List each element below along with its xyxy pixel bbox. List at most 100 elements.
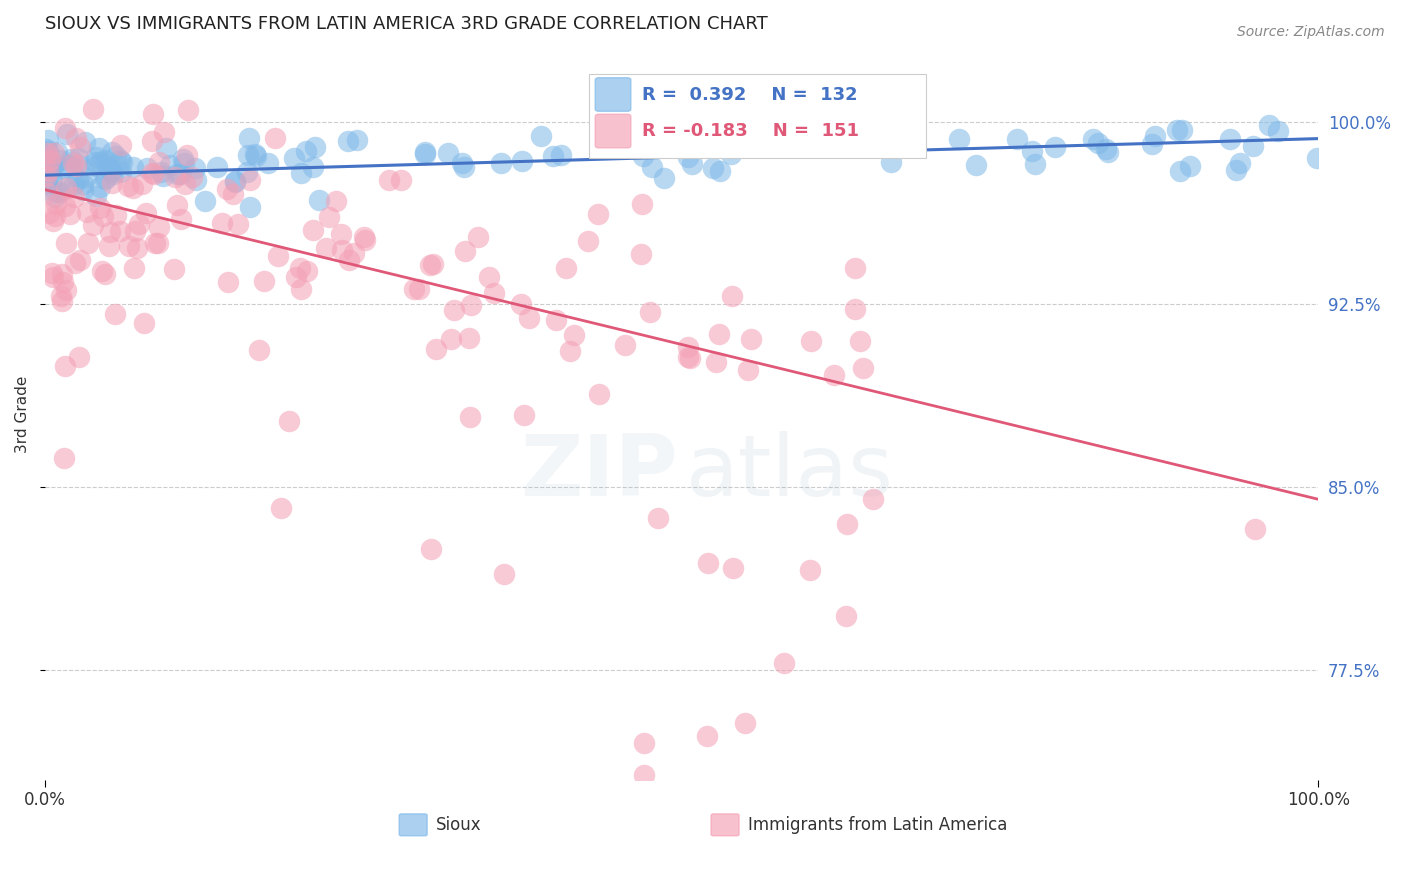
Point <box>239 200 262 214</box>
Point <box>676 350 699 364</box>
Point <box>853 132 876 146</box>
Point <box>257 155 280 169</box>
Point <box>110 138 132 153</box>
Point <box>148 219 170 234</box>
Point <box>125 241 148 255</box>
Point <box>1219 131 1241 145</box>
Point <box>82 103 104 117</box>
Point <box>101 167 124 181</box>
Point <box>35 176 58 190</box>
Point <box>1225 163 1247 178</box>
Point <box>49 186 72 200</box>
Text: atlas: atlas <box>686 431 894 514</box>
Point <box>37 186 59 201</box>
Point <box>315 241 337 255</box>
Point <box>172 152 194 166</box>
Point <box>135 206 157 220</box>
Point <box>69 253 91 268</box>
Point <box>98 225 121 239</box>
Point <box>408 282 430 296</box>
Text: Immigrants from Latin America: Immigrants from Latin America <box>748 816 1007 834</box>
Point <box>354 233 377 247</box>
Text: R =  0.392    N =  132: R = 0.392 N = 132 <box>643 86 858 103</box>
Point <box>46 145 69 159</box>
Point <box>215 181 238 195</box>
Point <box>224 174 246 188</box>
Point <box>38 206 60 220</box>
Point <box>143 235 166 250</box>
Point <box>702 161 724 175</box>
Point <box>454 244 477 258</box>
Point <box>35 170 58 185</box>
Point <box>173 177 195 191</box>
Point <box>55 283 77 297</box>
Point <box>415 147 437 161</box>
Point <box>194 194 217 208</box>
Point <box>329 227 352 241</box>
Point <box>110 165 132 179</box>
Point <box>122 181 145 195</box>
Point <box>631 197 654 211</box>
Point <box>104 149 127 163</box>
Point <box>720 147 742 161</box>
Point <box>1171 123 1194 137</box>
Text: Sioux: Sioux <box>436 816 482 834</box>
Point <box>247 343 270 358</box>
Point <box>709 327 731 342</box>
Point <box>42 157 65 171</box>
Point <box>740 332 762 346</box>
Point <box>270 501 292 516</box>
Point <box>1094 142 1116 156</box>
Point <box>62 190 84 204</box>
Point <box>94 153 117 167</box>
Point <box>173 156 195 170</box>
FancyBboxPatch shape <box>399 814 427 836</box>
Point <box>546 313 568 327</box>
Point <box>53 120 76 135</box>
Point <box>94 172 117 186</box>
Point <box>696 729 718 743</box>
Point <box>484 285 506 300</box>
Point <box>513 408 536 422</box>
Point <box>253 274 276 288</box>
Point <box>576 234 599 248</box>
Point <box>641 160 664 174</box>
Point <box>588 387 610 401</box>
Point <box>211 216 233 230</box>
Point <box>239 173 262 187</box>
Point <box>1258 119 1281 133</box>
Point <box>35 159 58 173</box>
Point <box>823 368 845 382</box>
Point <box>330 243 353 257</box>
Point <box>169 168 191 182</box>
Point <box>153 125 176 139</box>
Point <box>1267 124 1289 138</box>
Point <box>184 161 207 176</box>
Point <box>45 197 67 211</box>
Point <box>94 267 117 281</box>
Point <box>169 211 191 226</box>
Point <box>1170 163 1192 178</box>
Point <box>186 173 208 187</box>
Point <box>1005 132 1028 146</box>
Point <box>100 165 122 179</box>
Point <box>301 161 323 175</box>
Point <box>647 511 669 525</box>
Point <box>893 137 915 152</box>
Point <box>34 157 56 171</box>
Point <box>42 159 65 173</box>
Point <box>150 164 173 178</box>
Point <box>737 362 759 376</box>
Point <box>34 153 56 168</box>
Point <box>159 158 181 172</box>
Point <box>443 302 465 317</box>
Point <box>124 224 146 238</box>
Point <box>862 492 884 507</box>
Point <box>800 334 823 349</box>
Point <box>69 157 91 171</box>
Point <box>65 131 87 145</box>
Point <box>245 146 267 161</box>
Point <box>89 202 111 216</box>
Point <box>222 186 245 201</box>
Point <box>391 172 413 186</box>
